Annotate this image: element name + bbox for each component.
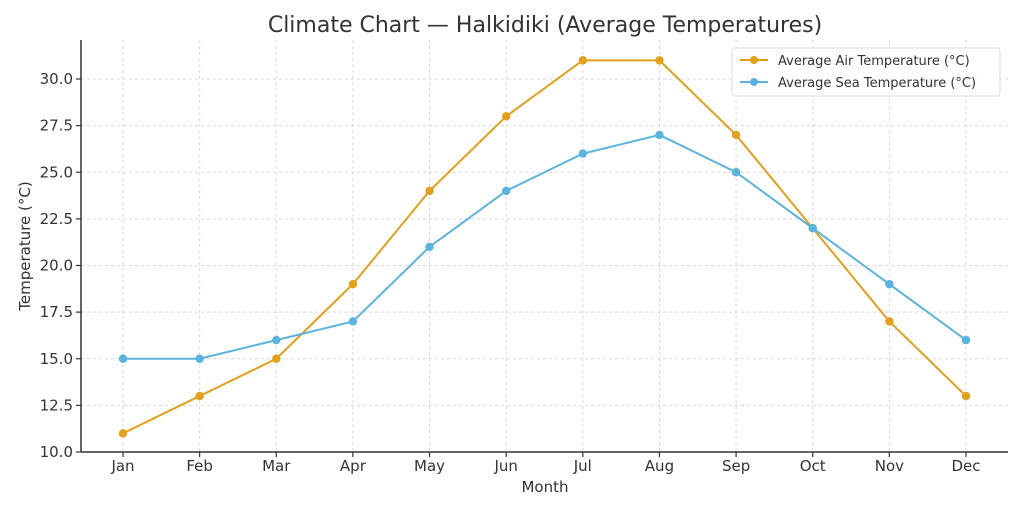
- x-ticks: Jan Feb Mar Apr May Jun Jul Aug Sep Oct Nov Dec: [110, 452, 981, 475]
- x-tick-label: Apr: [340, 457, 367, 475]
- y-tick-label: 22.5: [40, 210, 73, 228]
- data-point-sea: [425, 242, 434, 252]
- x-tick-label: Dec: [951, 457, 980, 475]
- x-tick-label: Jul: [573, 457, 592, 475]
- y-tick-label: 15.0: [40, 350, 73, 368]
- x-tick-label: Jan: [110, 457, 134, 475]
- legend-label-sea: Average Sea Temperature (°C): [778, 76, 976, 91]
- data-point-air: [425, 186, 434, 196]
- data-point-sea: [885, 279, 894, 289]
- x-tick-label: May: [414, 457, 445, 475]
- x-tick-label: Feb: [186, 457, 213, 475]
- y-tick-label: 27.5: [40, 117, 73, 135]
- y-tick-label: 30.0: [40, 70, 73, 88]
- data-point-air: [655, 56, 664, 65]
- data-point-air: [731, 130, 741, 140]
- data-point-air: [272, 354, 281, 363]
- y-tick-label: 25.0: [40, 163, 73, 181]
- y-tick-label: 12.5: [40, 396, 73, 414]
- data-point-sea: [118, 354, 128, 363]
- x-tick-label: Jun: [493, 457, 517, 475]
- legend-item-sea: Average Sea Temperature (°C): [740, 76, 976, 91]
- y-ticks: 10.0 12.5 15.0 17.5 20.0 22.5 25.0 27.5 30.0: [40, 70, 81, 461]
- legend-swatch-sea-marker: [750, 78, 758, 86]
- series-layer: [118, 56, 971, 438]
- x-tick-label: Nov: [875, 457, 904, 475]
- data-point-sea: [578, 149, 588, 158]
- data-point-sea: [961, 335, 971, 345]
- series-line-sea: [123, 133, 967, 360]
- data-point-sea: [348, 317, 358, 326]
- x-tick-label: Sep: [722, 457, 750, 475]
- legend-label-air: Average Air Temperature (°C): [778, 54, 970, 69]
- series-line-air: [122, 59, 967, 435]
- x-tick-label: Oct: [800, 457, 826, 475]
- data-point-air: [501, 112, 511, 121]
- grid: [81, 40, 1008, 452]
- y-tick-label: 17.5: [40, 303, 73, 321]
- data-point-sea: [731, 168, 741, 177]
- x-tick-label: Mar: [262, 457, 291, 475]
- legend: Average Air Temperature (°C) Average Sea…: [731, 47, 1001, 97]
- data-point-sea: [808, 224, 817, 233]
- legend-swatch-air-marker: [750, 56, 758, 64]
- data-point-sea: [655, 130, 664, 140]
- data-point-air: [118, 429, 128, 438]
- data-point-air: [961, 391, 971, 401]
- data-point-air: [885, 317, 894, 326]
- legend-box: [731, 47, 1001, 97]
- axes: [80, 40, 1008, 453]
- data-point-sea: [501, 186, 511, 196]
- data-point-air: [348, 279, 358, 289]
- y-tick-label: 10.0: [40, 443, 73, 461]
- y-axis-label: Temperature (°C): [16, 181, 34, 311]
- y-tick-label: 20.0: [40, 257, 73, 275]
- legend-item-air: Average Air Temperature (°C): [740, 54, 970, 69]
- chart-title: Climate Chart — Halkidiki (Average Tempe…: [268, 13, 822, 38]
- data-point-air: [195, 391, 204, 401]
- x-tick-label: Aug: [645, 457, 674, 475]
- data-point-sea: [272, 335, 281, 345]
- x-axis-label: Month: [521, 478, 568, 496]
- data-point-air: [578, 56, 588, 65]
- data-point-sea: [195, 354, 204, 363]
